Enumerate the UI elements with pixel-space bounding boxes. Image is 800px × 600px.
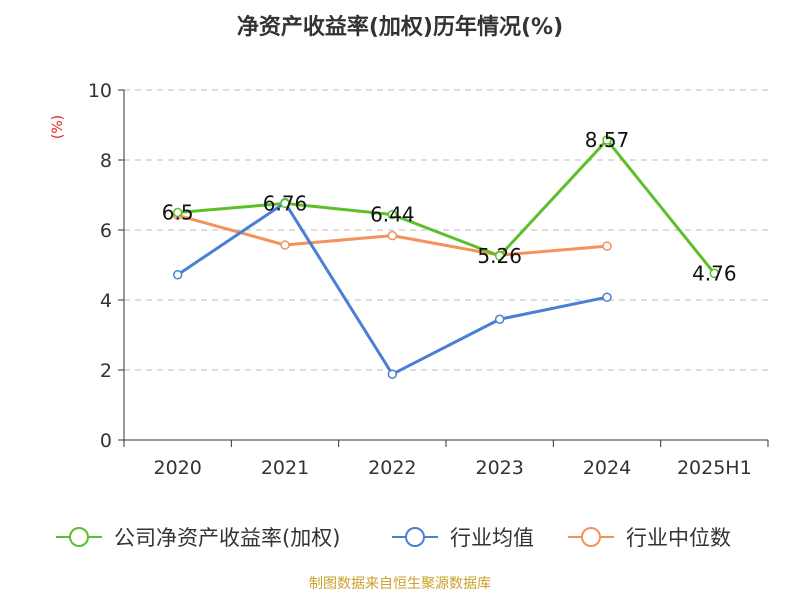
data-point — [709, 268, 720, 279]
data-point — [387, 230, 398, 241]
x-tick-label: 2024 — [583, 457, 631, 479]
data-label: 6.44 — [370, 203, 415, 227]
x-tick-label: 2020 — [153, 457, 201, 479]
data-point — [494, 251, 505, 261]
data-point — [387, 209, 398, 220]
y-axis-label: (%) — [50, 115, 66, 139]
data-point — [602, 135, 612, 145]
data-point — [602, 292, 612, 302]
legend-marker — [581, 527, 601, 547]
chart-title: 净资产收益率(加权)历年情况(%) — [237, 14, 563, 40]
y-tick-label: 2 — [100, 360, 112, 382]
x-tick-label: 2023 — [475, 457, 523, 479]
legend: 公司净资产收益率(加权) 行业均值 行业中位数 — [56, 526, 731, 550]
y-tick-label: 4 — [100, 290, 112, 312]
legend-item: 行业均值 — [392, 526, 534, 550]
series-lines — [172, 135, 720, 379]
data-label: 5.26 — [477, 244, 522, 268]
data-label: 6.5 — [162, 201, 194, 225]
legend-label: 公司净资产收益率(加权) — [114, 526, 340, 550]
legend-marker — [69, 527, 89, 547]
data-label: 6.76 — [263, 191, 308, 215]
y-tick-label: 0 — [100, 430, 112, 452]
y-tick-label: 6 — [100, 220, 112, 242]
grid — [124, 89, 768, 371]
data-point — [172, 270, 183, 280]
legend-item: 行业中位数 — [568, 526, 731, 550]
data-labels: 6.5 6.76 6.44 5.26 8.57 4.76 — [162, 128, 737, 285]
data-label: 4.76 — [692, 261, 737, 285]
source-note: 制图数据来自恒生聚源数据库 — [309, 576, 491, 592]
legend-label: 行业中位数 — [626, 526, 731, 550]
x-tick-label: 2025H1 — [677, 457, 752, 479]
legend-marker — [405, 527, 425, 547]
y-tick-label: 10 — [88, 80, 112, 102]
axes: 0 2 4 6 8 10 2020 2021 2022 2023 2024 2025H1 — [88, 80, 769, 479]
data-point — [172, 207, 183, 218]
data-point — [494, 314, 505, 324]
data-point — [280, 198, 290, 209]
series-line — [177, 138, 716, 275]
legend-item: 公司净资产收益率(加权) — [56, 526, 340, 550]
legend-label: 行业均值 — [450, 526, 534, 550]
data-point — [387, 369, 398, 379]
data-label: 8.57 — [585, 128, 630, 152]
data-point — [602, 241, 612, 251]
x-tick-label: 2021 — [261, 457, 309, 479]
y-tick-label: 8 — [100, 150, 112, 172]
x-tick-label: 2022 — [368, 457, 416, 479]
series-line — [176, 201, 608, 376]
data-point — [280, 240, 290, 250]
